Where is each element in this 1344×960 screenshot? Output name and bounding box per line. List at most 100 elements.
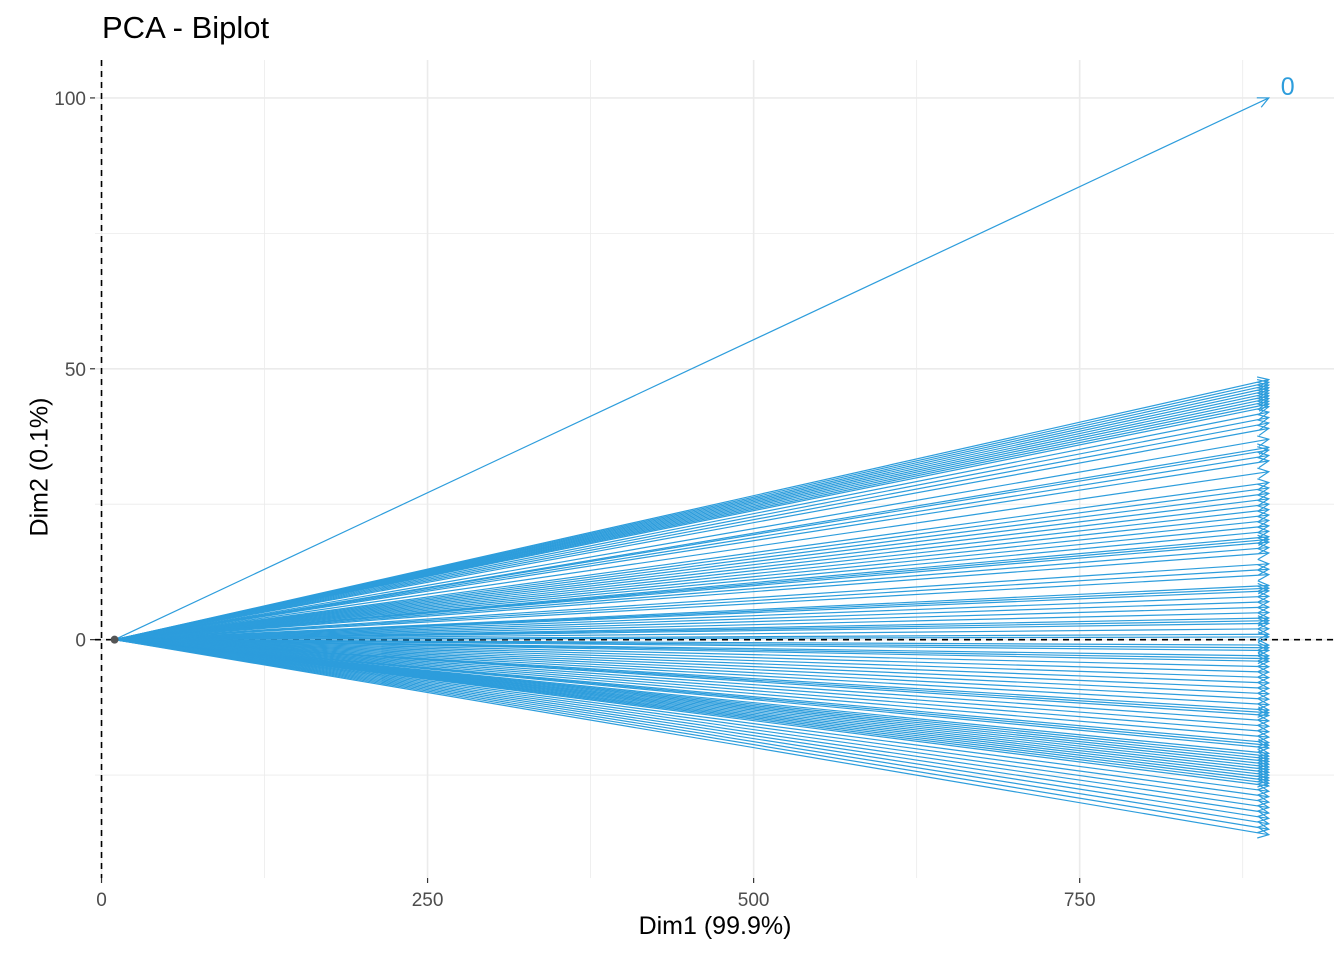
variable-vector-head [1256, 384, 1271, 396]
variable-vector-head [1257, 419, 1271, 431]
variable-vector [114, 595, 1269, 641]
variable-vector-head [1256, 381, 1271, 393]
y-tick-label: 0 [75, 631, 86, 652]
variable-vector-head [1257, 725, 1271, 737]
variable-vector [114, 590, 1269, 641]
variable-vector-head [1257, 800, 1271, 812]
variable-vector [114, 438, 1269, 641]
x-tick-label: 500 [738, 890, 770, 911]
variable-vector-labeled-head [1256, 97, 1271, 108]
variable-vector [114, 639, 1269, 749]
x-tick-label: 0 [96, 890, 107, 911]
variable-vector-head [1257, 816, 1271, 828]
variable-vector [114, 636, 1269, 641]
variable-vector-head [1257, 558, 1271, 571]
variable-vector-head [1257, 623, 1271, 635]
variable-vector-head [1257, 687, 1271, 700]
variable-vector-head [1257, 585, 1271, 598]
variable-vector-head [1257, 676, 1271, 689]
variable-vector [114, 606, 1269, 641]
variable-vector-head [1256, 395, 1271, 407]
variable-vector-head [1257, 706, 1271, 718]
vector-label: 0 [1281, 73, 1295, 101]
variable-vector [114, 639, 1269, 673]
variable-vector-head [1257, 590, 1271, 603]
variable-vector-head [1257, 526, 1271, 539]
variable-vector-head [1257, 435, 1271, 447]
variable-vector [114, 639, 1269, 652]
variable-vector-head [1257, 784, 1271, 796]
variable-vector [114, 563, 1269, 641]
variable-vector [114, 639, 1269, 820]
variable-vector [114, 639, 1269, 700]
variable-vector-head [1257, 537, 1271, 549]
variable-vector [114, 611, 1269, 641]
variable-vector [114, 481, 1269, 641]
variable-vector-head [1257, 730, 1271, 742]
variable-vector-head [1257, 397, 1271, 410]
x-tick-label: 750 [1064, 890, 1096, 911]
variable-vector-head [1257, 615, 1271, 627]
variable-vector-head [1257, 794, 1271, 807]
y-tick-label: 50 [65, 360, 86, 381]
variable-vector-head [1257, 489, 1271, 501]
variable-vector [114, 639, 1269, 717]
origin-point [110, 635, 119, 644]
variable-vector-head [1257, 505, 1271, 517]
variable-vector [114, 422, 1269, 641]
variable-vector [114, 530, 1269, 641]
variable-vector-head [1257, 483, 1271, 496]
variable-vector-head [1257, 443, 1271, 455]
variable-vector [114, 568, 1269, 641]
variable-vector [114, 411, 1269, 641]
variable-vector-head [1257, 714, 1271, 726]
variable-vector [114, 514, 1269, 641]
variable-vector [114, 639, 1269, 706]
variable-vector-head [1257, 692, 1271, 705]
variable-vector [114, 639, 1269, 830]
variable-vector-head [1257, 719, 1271, 732]
variable-vector-head [1257, 644, 1271, 657]
y-axis-label: Dim2 (0.1%) [25, 397, 54, 537]
variable-vector-head [1257, 709, 1271, 721]
variable-vector [114, 639, 1269, 738]
variable-vector-head [1257, 652, 1271, 665]
variable-vector-head [1257, 569, 1271, 581]
variable-vector-head [1257, 582, 1271, 595]
variable-vector-head [1257, 749, 1271, 761]
variable-vector-head [1257, 778, 1271, 791]
variable-vector-head [1257, 612, 1271, 624]
variable-vector-head [1257, 655, 1271, 667]
variable-vector-head [1257, 403, 1271, 415]
variable-vector [114, 487, 1269, 641]
variable-vector [114, 639, 1269, 722]
variable-vector-head [1257, 413, 1271, 426]
variable-vector [114, 552, 1269, 641]
variable-vector-head [1257, 741, 1271, 753]
variable-vector [114, 639, 1269, 803]
variable-vector [114, 639, 1269, 679]
variable-vector-head [1257, 746, 1271, 759]
variable-vector-head [1257, 649, 1271, 662]
variable-vector [114, 639, 1269, 798]
variable-vector [114, 427, 1269, 641]
variable-vector-head [1257, 628, 1271, 641]
variable-vector-head [1257, 607, 1271, 619]
variable-vector-head [1257, 467, 1271, 479]
variable-vector [114, 639, 1269, 825]
variable-vector [114, 525, 1269, 641]
variable-vector-head [1257, 510, 1271, 522]
variable-vector-head [1257, 548, 1271, 560]
variable-vector-head [1256, 387, 1271, 399]
variable-vector [114, 622, 1269, 641]
variable-vector-head [1257, 400, 1271, 412]
variable-vector [114, 546, 1269, 641]
variable-vector [114, 454, 1269, 641]
variable-vector-head [1257, 456, 1271, 469]
variable-vector-head [1257, 682, 1271, 694]
variable-vector [114, 460, 1269, 641]
variable-vector-head [1257, 641, 1271, 654]
variable-vector-head [1257, 451, 1271, 463]
variable-vector-head [1257, 534, 1271, 547]
variable-vector-head [1257, 811, 1271, 823]
